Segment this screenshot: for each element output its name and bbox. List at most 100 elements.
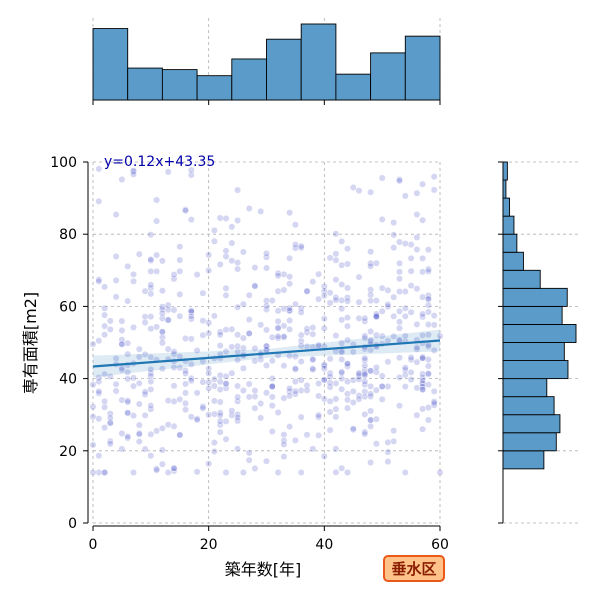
scatter-point [263,302,270,310]
scatter-point [378,395,386,403]
scatter-point [286,384,293,392]
scatter-point [401,192,409,200]
x-histogram-bar [231,58,267,101]
scatter-point [263,306,270,313]
scatter-point [124,262,132,270]
scatter-point [424,301,432,309]
scatter-point [130,270,137,278]
scatter-point [280,362,288,370]
scatter-point [332,230,340,238]
scatter-point [372,415,380,423]
scatter-point [372,440,380,448]
x-tick-label: 40 [315,537,333,553]
scatter-point [303,287,311,295]
scatter-point [372,259,380,267]
x-axis-label: 築年数[年] [225,560,302,579]
scatter-point [401,366,409,374]
scatter-point [372,331,380,339]
scatter-point [332,296,340,304]
scatter-point [280,431,288,438]
scatter-point [106,440,114,448]
scatter-point [349,425,357,433]
scatter-point [367,390,374,398]
scatter-point [234,331,242,339]
scatter-point [344,378,351,385]
scatter-point [101,397,109,405]
scatter-point [355,372,363,380]
scatter-point [118,176,126,183]
scatter-point [193,416,201,424]
scatter-point [205,369,213,377]
scatter-point [245,456,253,464]
scatter-point [124,339,132,347]
scatter-point [106,437,114,445]
scatter-point [361,430,369,438]
x-histogram-bar [92,28,129,101]
scatter-point [361,334,369,342]
scatter-point [199,404,207,412]
scatter-point [268,333,276,341]
scatter-point [263,457,270,465]
scatter-point [332,413,340,421]
scatter-point [361,332,369,340]
scatter-point [413,411,421,419]
scatter-point [245,393,253,401]
scatter-point [291,241,299,249]
scatter-point [315,295,322,303]
scatter-point [245,449,253,457]
y-histogram-bar [502,432,557,452]
scatter-point [130,323,137,331]
scatter-point [286,254,293,262]
scatter-point [401,240,409,248]
scatter-point [424,331,432,339]
scatter-point [101,403,109,411]
scatter-point [430,186,438,194]
scatter-point [274,334,282,342]
scatter-point [124,375,132,383]
scatter-point [297,304,305,312]
scatter-point [419,425,426,433]
scatter-point [291,387,299,395]
y-histogram-bar [502,360,569,380]
scatter-point [344,390,351,398]
scatter-point [141,391,149,398]
scatter-point [297,358,305,365]
scatter-point [216,378,224,386]
y-histogram-bar [502,179,507,199]
scatter-point [401,364,409,372]
scatter-point [407,368,415,376]
scatter-point [106,325,114,333]
scatter-point [187,315,195,323]
scatter-point [413,246,421,253]
scatter-point [193,347,201,354]
scatter-point [158,314,166,322]
scatter-point [384,303,392,311]
scatter-point [101,469,109,476]
scatter-point [419,405,426,413]
scatter-point [286,280,293,288]
scatter-point [141,388,149,396]
scatter-point [378,215,386,223]
scatter-point [280,453,288,460]
scatter-point [338,296,346,304]
scatter-point [424,265,432,273]
scatter-point [419,313,426,321]
scatter-point [245,380,253,388]
scatter-point [95,197,103,205]
scatter-point [419,376,426,384]
scatter-point [378,174,386,182]
scatter-point [332,405,340,413]
scatter-point [147,231,155,239]
scatter-point [280,270,288,278]
scatter-point [309,366,317,373]
scatter-point [338,385,346,393]
scatter-point [297,242,305,250]
scatter-point [401,469,409,476]
scatter-point [222,253,230,260]
scatter-point [424,343,432,350]
scatter-point [361,354,369,362]
scatter-point [367,291,374,299]
scatter-point [106,317,114,325]
scatter-point [130,277,137,285]
regression-line [92,339,441,368]
